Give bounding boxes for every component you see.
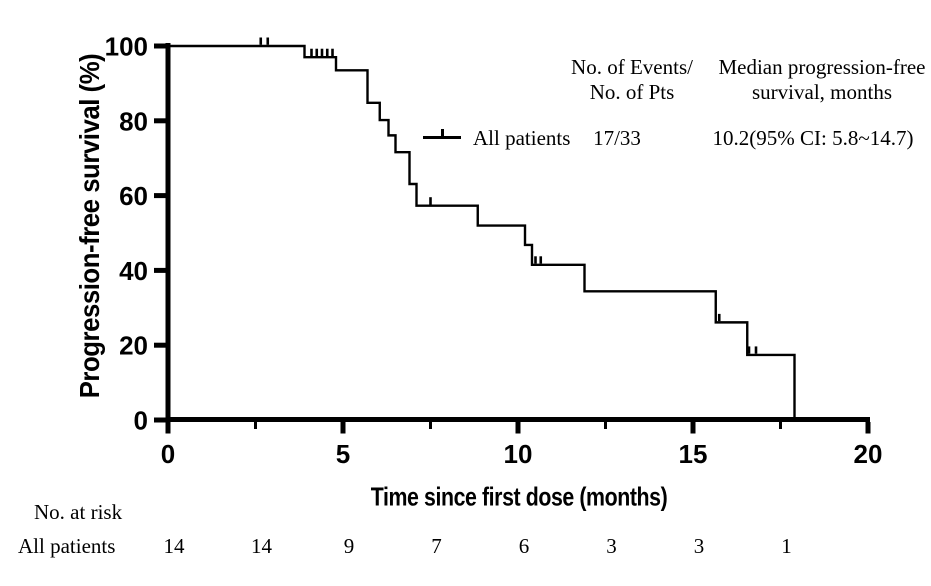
y-tick-label: 20 [119,331,148,361]
km-chart-canvas: 0 20 40 60 80 100 0 5 10 15 20 [105,32,883,470]
at-risk-value: 14 [251,534,272,558]
legend-header-median-line2: survival, months [752,80,892,104]
at-risk-value: 7 [431,534,442,558]
at-risk-value: 14 [163,534,185,558]
x-tick-label: 0 [161,439,175,469]
censor-marks [259,37,758,354]
legend-header-events-line1: No. of Events/ [571,55,693,79]
at-risk-value: 9 [343,534,355,558]
y-tick-label: 80 [119,106,148,136]
events-per-pts-value: 17/33 [593,126,641,150]
at-risk-value: 1 [781,534,792,558]
survival-curve [168,44,796,419]
series-name-label: All patients [473,126,571,150]
legend-header-events-line2: No. of Pts [589,80,675,104]
x-tick-label: 5 [336,439,350,469]
x-axis-title: Time since first dose (months) [370,481,668,512]
x-tick-label: 20 [854,439,883,469]
series-line-symbol [423,129,461,139]
y-tick-label: 60 [119,181,148,211]
legend-header-median: Median progression-free survival, months [697,55,931,105]
median-pfs-value: 10.2(95% CI: 5.8~14.7) [712,126,914,150]
at-risk-value: 6 [518,534,530,558]
legend-header-events: No. of Events/ No. of Pts [532,55,732,105]
x-tick-label: 10 [504,439,533,469]
y-tick-label: 100 [105,32,148,62]
at-risk-row-label: All patients [18,534,116,558]
censor-tick-icon [441,129,444,138]
y-axis-title: Progression-free survival (%) [74,53,105,399]
at-risk-title: No. at risk [34,500,123,524]
at-risk-value: 3 [693,534,705,558]
x-tick-label: 15 [679,439,708,469]
axes [154,43,871,434]
y-tick-label: 0 [134,406,148,436]
y-tick-label: 40 [119,256,148,286]
legend-header-median-line1: Median progression-free [718,55,926,79]
at-risk-value: 3 [606,534,617,558]
